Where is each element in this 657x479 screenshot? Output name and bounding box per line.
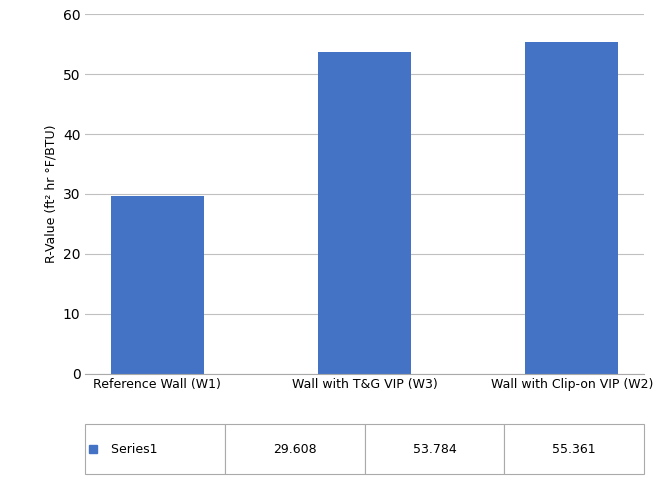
Y-axis label: R-Value (ft² hr °F/BTU): R-Value (ft² hr °F/BTU) [45,125,57,263]
Bar [111,196,204,374]
Bar [318,52,411,374]
Bar [525,42,618,374]
